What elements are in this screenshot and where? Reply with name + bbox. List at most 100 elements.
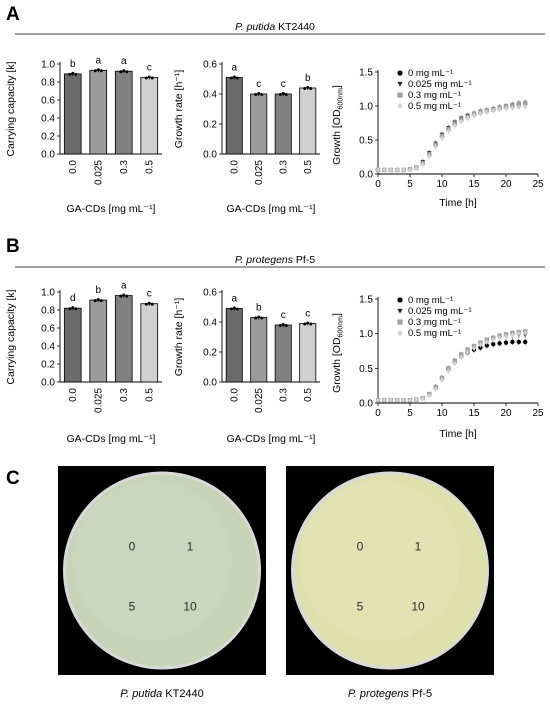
y-tick-label: 0.0	[203, 378, 217, 389]
plate-caption: P. protegens Pf-5	[348, 688, 432, 700]
replicate-point	[254, 93, 258, 96]
y-tick-label: 0.2	[41, 360, 55, 371]
x-tick-label: 0	[375, 408, 381, 419]
x-tick-label: 5	[407, 408, 413, 419]
data-point	[510, 332, 515, 338]
legend-label: 0 mg mL⁻¹	[408, 68, 453, 79]
replicate-point	[260, 316, 264, 320]
replicate-point	[71, 306, 75, 310]
data-point	[414, 165, 419, 172]
y-tick-label: 0.0	[41, 378, 55, 389]
x-tick-label: 0.3	[119, 388, 130, 402]
plate-shine	[300, 480, 460, 641]
spot-label: 0	[357, 540, 364, 554]
data-point	[452, 123, 457, 129]
x-tick-label: 5	[407, 179, 413, 190]
data-point	[382, 167, 387, 173]
replicate-point	[278, 324, 282, 327]
data-point	[375, 167, 381, 173]
replicate-point	[93, 299, 97, 303]
x-axis-label: GA-CDs [mg mL⁻¹]	[227, 203, 316, 215]
panel-letter-A: A	[6, 4, 20, 25]
x-tick-label: 0.5	[303, 160, 314, 174]
data-point	[516, 101, 521, 107]
data-point	[452, 360, 457, 367]
x-tick-label: 0.0	[68, 160, 79, 174]
data-point	[523, 104, 528, 110]
data-point	[388, 167, 393, 173]
data-point	[407, 167, 413, 173]
spot-label: 5	[129, 600, 136, 614]
y-tick-label: 1.0	[41, 288, 55, 299]
significance-letter: a	[95, 55, 101, 66]
x-tick-label: 0.3	[278, 388, 289, 402]
replicate-point	[281, 92, 285, 95]
data-point	[420, 396, 425, 402]
replicate-point	[254, 316, 258, 320]
panelB-carrying-chart: 0.0 0.2 0.4 0.6 0.8 1.0 d 0.0 b 0.025 a 0.3 c 0.5 GA-C…	[5, 281, 162, 445]
data-point	[459, 119, 464, 125]
replicate-point	[144, 76, 148, 80]
replicate-point	[122, 293, 126, 297]
y-tick-label: 0.2	[203, 348, 217, 359]
data-point	[503, 106, 509, 112]
y-axis-label: Growth [OD600nm]	[331, 85, 345, 165]
legend-label: 0.5 mg mL⁻¹	[408, 328, 461, 339]
data-point	[465, 115, 470, 121]
data-point	[503, 340, 509, 345]
y-tick-label: 1.5	[359, 295, 373, 306]
significance-letter: c	[305, 309, 310, 320]
data-point	[414, 396, 419, 403]
data-point	[516, 331, 521, 337]
bar	[140, 77, 159, 155]
replicate-point	[281, 323, 285, 326]
panelB-growth-curve: 0 5 10 15 20 25 0.0 0.5 1.0 1.5 0 mg mL⁻¹0.025 mg …	[331, 295, 544, 441]
x-axis-label: GA-CDs [mg mL⁻¹]	[67, 433, 156, 445]
x-tick-label: 25	[532, 408, 544, 419]
data-point	[510, 339, 515, 345]
replicate-point	[99, 299, 103, 303]
panel-letter-B: B	[6, 236, 20, 257]
replicate-point	[303, 322, 307, 326]
replicate-point	[309, 87, 313, 90]
y-axis-label: Carrying capacity [k]	[5, 61, 17, 156]
bar	[114, 295, 133, 383]
data-point	[465, 349, 470, 356]
y-tick-label: 0.5	[359, 364, 373, 375]
data-point	[427, 392, 432, 399]
data-point	[397, 102, 403, 110]
legend-label: 0.3 mg mL⁻¹	[408, 317, 461, 328]
x-tick-label: 0	[375, 179, 381, 190]
data-point	[382, 397, 387, 403]
data-point	[433, 386, 438, 392]
agar-surface	[66, 474, 258, 667]
replicate-point	[232, 75, 236, 79]
data-point	[375, 397, 381, 403]
replicate-point	[257, 315, 261, 319]
x-tick-label: 0.3	[278, 160, 289, 174]
replicate-point	[119, 70, 123, 74]
y-tick-label: 0.0	[41, 150, 55, 161]
data-point	[397, 308, 403, 314]
significance-letter: b	[95, 285, 101, 296]
replicate-point	[229, 307, 233, 311]
plate-shine	[72, 480, 232, 641]
data-point	[471, 112, 477, 119]
bar	[299, 323, 317, 383]
x-tick-label: 10	[436, 179, 448, 190]
x-tick-label: 0.0	[68, 388, 79, 402]
x-tick-label: 0.5	[144, 160, 155, 174]
x-axis-label: GA-CDs [mg mL⁻¹]	[67, 203, 156, 215]
significance-letter: c	[256, 79, 261, 90]
data-point	[516, 104, 521, 110]
y-tick-label: 0.4	[203, 90, 217, 101]
legend-label: 0.5 mg mL⁻¹	[408, 101, 461, 112]
replicate-point	[74, 72, 78, 76]
x-axis-label: GA-CDs [mg mL⁻¹]	[227, 433, 316, 445]
data-point	[484, 109, 489, 115]
significance-letter: c	[147, 63, 152, 74]
y-tick-label: 0.6	[41, 96, 55, 107]
data-point	[433, 144, 438, 150]
replicate-point	[235, 76, 239, 80]
y-tick-label: 0.8	[41, 78, 55, 89]
